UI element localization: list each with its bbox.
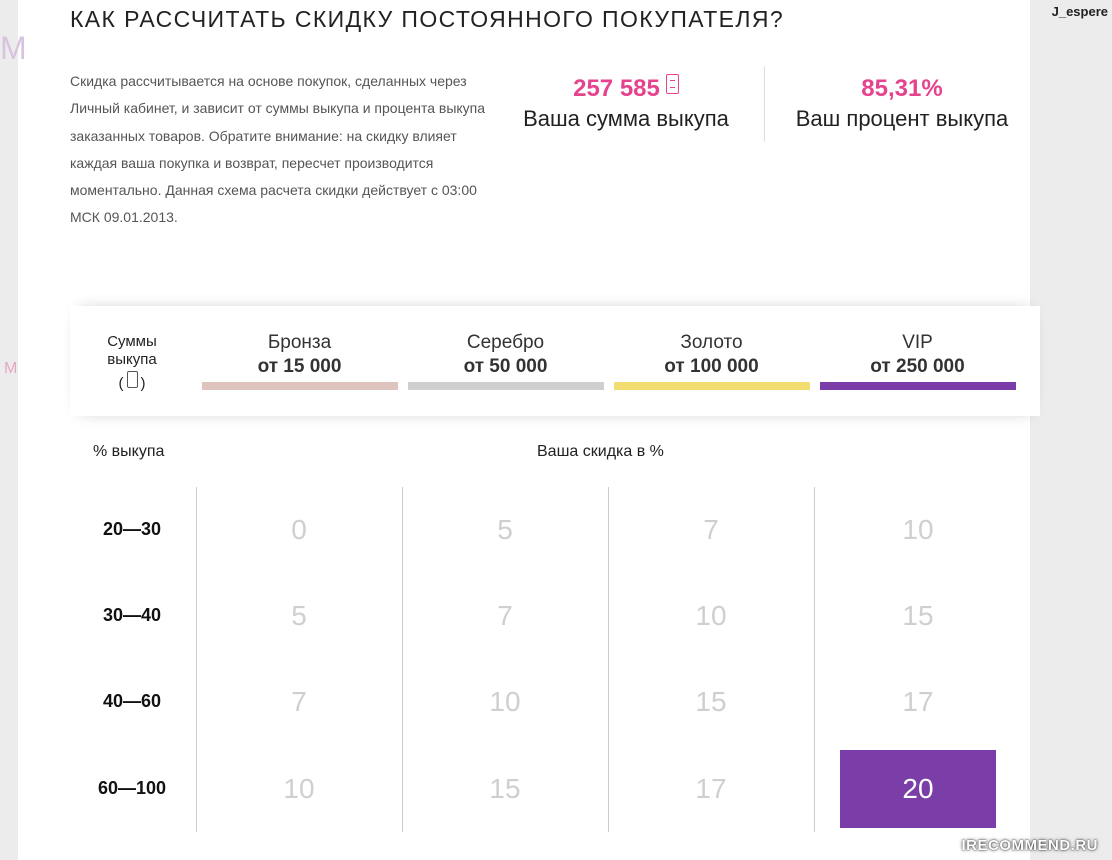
tier-range: от 50 000 xyxy=(463,356,548,377)
stat-percent-value: 85,31% xyxy=(861,75,943,102)
discount-cell: 10 xyxy=(283,773,315,804)
content-panel xyxy=(18,0,1030,860)
discount-cell: 0 xyxy=(291,514,307,545)
sum-label: Суммы выкупа () xyxy=(102,333,162,393)
grid-divider xyxy=(402,487,403,832)
grid-divider xyxy=(608,487,609,832)
discount-cell: 20 xyxy=(840,750,996,828)
tier-range: от 100 000 xyxy=(664,356,759,377)
discount-cell: 17 xyxy=(902,686,934,717)
discount-cell: 5 xyxy=(291,600,307,631)
row-label: 40—60 xyxy=(102,691,162,711)
username[interactable]: J_espere xyxy=(1051,4,1108,19)
discount-cell: 10 xyxy=(489,686,521,717)
intro-text: Скидка рассчитывается на основе покупок,… xyxy=(70,73,486,226)
tier-name: Серебро xyxy=(466,332,545,353)
grid-divider xyxy=(196,487,197,832)
tier-2: Серебро от 50 000 xyxy=(408,332,603,380)
tier-4: VIP от 250 000 xyxy=(820,332,1015,380)
discount-cell: 17 xyxy=(695,773,727,804)
discount-cell: 7 xyxy=(497,600,513,631)
discount-cell: 5 xyxy=(497,514,513,545)
tier-color-bar xyxy=(408,382,604,390)
discount-cell: 15 xyxy=(902,600,934,631)
tier-color-bar xyxy=(202,382,398,390)
discount-cell: 7 xyxy=(703,514,719,545)
discount-cell: 15 xyxy=(489,773,521,804)
stat-sum: 257 585 Ваша сумма выкупа xyxy=(508,74,744,134)
watermark-logo: IRECOMMEND.RU xyxy=(961,837,1098,854)
tier-name: Золото xyxy=(680,332,743,353)
tier-range: от 15 000 xyxy=(257,356,342,377)
discount-cell: 15 xyxy=(695,686,727,717)
sum-label-line2: выкупа xyxy=(107,351,157,368)
sum-label-line1: Суммы xyxy=(107,333,157,350)
tier-color-bar xyxy=(820,382,1016,390)
stat-percent-label: Ваш процент выкупа xyxy=(795,106,1009,131)
stat-sum-label: Ваша сумма выкупа xyxy=(523,106,729,131)
background-decoration: M xyxy=(4,360,18,377)
tier-name: Бронза xyxy=(267,332,332,353)
stat-divider xyxy=(764,66,765,142)
discount-cell: 10 xyxy=(902,514,934,545)
row-label: 60—100 xyxy=(97,778,167,798)
discount-cell: 7 xyxy=(291,686,307,717)
tier-range: от 250 000 xyxy=(870,356,965,377)
tier-bar xyxy=(70,306,1040,416)
discount-header: Ваша скидка в % xyxy=(537,443,664,460)
stat-sum-value: 257 585 xyxy=(508,74,744,104)
grid-divider xyxy=(814,487,815,832)
tier-color-bar xyxy=(614,382,810,390)
tier-3: Золото от 100 000 xyxy=(614,332,809,380)
currency-icon xyxy=(126,371,138,388)
tier-name: VIP xyxy=(902,332,933,353)
row-label: 20—30 xyxy=(102,519,162,539)
percent-header: % выкупа xyxy=(93,443,165,460)
background-decoration: M xyxy=(0,30,27,66)
row-label: 30—40 xyxy=(102,605,162,625)
discount-cell: 10 xyxy=(695,600,727,631)
page-title: КАК РАССЧИТАТЬ СКИДКУ ПОСТОЯННОГО ПОКУПА… xyxy=(70,6,785,32)
currency-icon xyxy=(665,74,679,94)
tier-1: Бронза от 15 000 xyxy=(202,332,397,380)
stat-percent: 85,31% Ваш процент выкупа xyxy=(784,74,1020,134)
